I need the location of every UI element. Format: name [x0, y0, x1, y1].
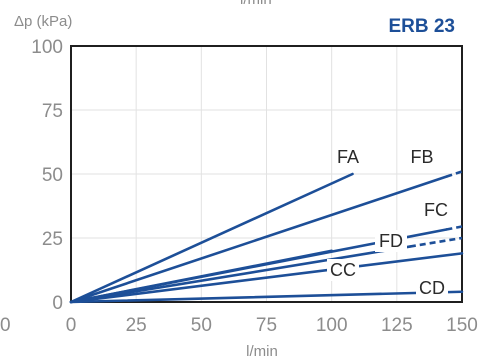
series-line-cc — [69, 252, 464, 304]
plot-frame — [70, 45, 463, 303]
top-axis-label: l/min — [240, 0, 272, 8]
x-tick-75: 75 — [256, 315, 277, 336]
series-dash-fd — [409, 236, 463, 248]
y-tick-75: 75 — [42, 101, 63, 122]
x-tick-100: 100 — [316, 315, 348, 336]
series-dash-fb — [445, 170, 463, 178]
y-tick-25: 25 — [42, 229, 63, 250]
chart-title: ERB 23 — [388, 16, 455, 37]
series-label-bg-fd — [375, 230, 407, 252]
y-tick-100: 100 — [31, 37, 63, 58]
series-label-bg-cd — [416, 277, 448, 299]
series-label-fd: FD — [379, 231, 403, 251]
series-label-fa: FA — [337, 147, 359, 167]
x-axis-label: l/min — [246, 343, 278, 360]
series-line-extra-5 — [69, 249, 333, 304]
series-labels: FA FB FC FD CC CD — [327, 147, 448, 299]
x-tick-50: 50 — [191, 315, 212, 336]
series-dash-fc — [446, 225, 463, 231]
left-edge-tick: 0 — [0, 315, 11, 336]
series-label-bg-cc — [327, 259, 359, 281]
y-axis-label: Δp (kPa) — [14, 13, 72, 30]
series-line-fb — [69, 175, 448, 304]
y-tick-50: 50 — [42, 165, 63, 186]
y-tick-0: 0 — [52, 293, 63, 314]
series-line-fa — [69, 172, 354, 304]
series-line-cd — [69, 290, 464, 304]
x-tick-125: 125 — [381, 315, 413, 336]
x-tick-0: 0 — [66, 315, 77, 336]
series-line-fd — [69, 245, 412, 304]
series-label-fc: FC — [424, 200, 448, 220]
series-label-fb: FB — [410, 147, 433, 167]
tick-labels: 0 25 50 75 100 125 150 0 25 50 75 100 — [31, 37, 478, 336]
x-tick-25: 25 — [126, 315, 147, 336]
x-tick-150: 150 — [446, 315, 478, 336]
series-label-cc: CC — [330, 260, 356, 280]
series-label-cd: CD — [419, 278, 445, 298]
